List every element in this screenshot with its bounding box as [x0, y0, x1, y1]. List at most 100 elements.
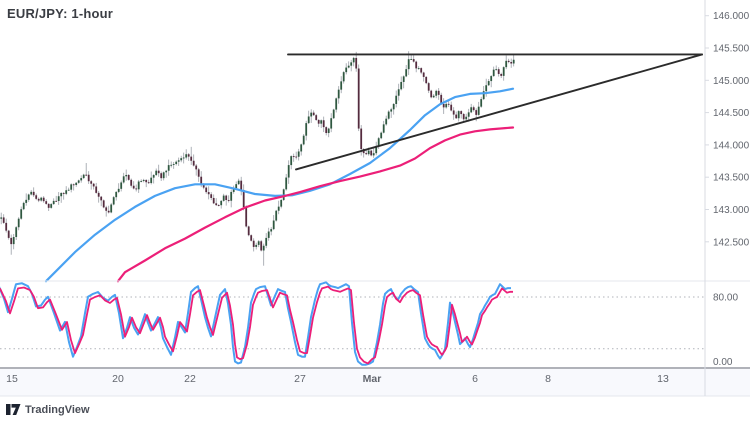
candle-up [112, 197, 115, 205]
candle-up [20, 209, 23, 219]
candle-up [457, 111, 460, 119]
price-axis-label: 144.500 [713, 108, 750, 119]
candle-down [425, 76, 428, 84]
candle-down [295, 156, 298, 158]
tradingview-logo-text: TradingView [25, 403, 90, 416]
date-axis-label: 27 [294, 373, 306, 385]
candle-down [217, 205, 220, 206]
candle-up [287, 165, 290, 178]
candle-up [0, 217, 3, 219]
candle-up [290, 156, 293, 166]
candle-up [405, 69, 408, 77]
candle-down [157, 170, 160, 174]
candle-down [415, 61, 418, 69]
candle-up [485, 85, 488, 92]
candle-up [27, 194, 30, 200]
candle-down [42, 197, 45, 202]
candle-down [507, 60, 510, 62]
candle-down [450, 104, 453, 111]
candle-down [312, 112, 315, 116]
candle-down [437, 90, 440, 95]
candle-up [480, 99, 483, 107]
candle-down [317, 119, 320, 124]
candle-up [177, 160, 180, 162]
candle-down [192, 160, 195, 166]
candle-down [7, 230, 10, 238]
candle-down [365, 153, 368, 155]
candle-up [482, 91, 485, 100]
candle-up [372, 153, 375, 156]
candle-down [215, 203, 218, 206]
candle-up [142, 179, 145, 181]
candle-up [52, 200, 55, 205]
candle-up [300, 144, 303, 152]
candle-down [195, 165, 198, 170]
candle-up [392, 103, 395, 110]
candle-up [302, 135, 305, 145]
candle-down [147, 182, 150, 184]
candle-up [117, 188, 120, 192]
candle-up [477, 106, 480, 115]
price-axis-label: 143.000 [713, 205, 750, 216]
candle-up [470, 107, 473, 113]
date-axis-label: 15 [6, 373, 18, 385]
candle-up [310, 112, 313, 117]
candle-up [285, 177, 288, 190]
candle-down [97, 192, 100, 197]
candle-down [45, 201, 48, 204]
candle-down [132, 185, 135, 189]
candle-down [315, 115, 318, 120]
candle-up [387, 111, 390, 119]
candle-down [200, 176, 203, 185]
candle-down [2, 217, 5, 223]
candle-down [207, 192, 210, 195]
candle-down [205, 187, 208, 193]
candle-up [402, 76, 405, 82]
candle-down [100, 196, 103, 201]
candle-up [335, 98, 338, 110]
date-axis-label: 22 [184, 373, 196, 385]
candle-down [37, 198, 40, 201]
candle-up [15, 227, 18, 238]
candle-down [107, 210, 110, 213]
candle-up [350, 62, 353, 66]
candle-down [92, 183, 95, 187]
candle-down [455, 114, 458, 119]
candle-up [352, 57, 355, 63]
ascending-support-line[interactable] [295, 53, 703, 171]
candle-up [270, 229, 273, 232]
price-axis-label: 143.500 [713, 173, 750, 184]
date-axis-label: 6 [472, 373, 478, 385]
candle-up [185, 154, 188, 158]
candle-up [380, 132, 383, 139]
candle-up [327, 128, 330, 134]
candle-down [190, 156, 193, 161]
candle-down [225, 195, 228, 200]
candle-up [277, 206, 280, 211]
candles-group [0, 51, 515, 266]
date-axis-row [0, 369, 750, 396]
candle-up [172, 164, 175, 165]
candle-up [182, 157, 185, 159]
candle-up [237, 180, 240, 185]
candle-down [510, 61, 513, 64]
candle-up [435, 90, 438, 96]
candle-down [447, 103, 450, 105]
candle-up [165, 170, 168, 173]
candle-down [292, 156, 295, 158]
tradingview-logo-icon [6, 404, 21, 415]
candle-down [5, 222, 8, 231]
stoch-axis-label: 80.00 [713, 293, 738, 304]
candle-up [332, 109, 335, 119]
date-axis[interactable]: 15 20 22 27 Mar 6 8 13 [6, 373, 669, 385]
candle-down [430, 90, 433, 98]
price-axis[interactable]: 146.000 145.500 145.000 144.500 144.000 143.5… [705, 11, 750, 368]
candle-up [320, 120, 323, 124]
candle-up [410, 59, 413, 60]
stochastic-slow-line [0, 285, 513, 365]
candle-down [247, 226, 250, 236]
candle-down [85, 174, 88, 176]
candle-down [260, 241, 263, 251]
candle-up [490, 76, 493, 82]
